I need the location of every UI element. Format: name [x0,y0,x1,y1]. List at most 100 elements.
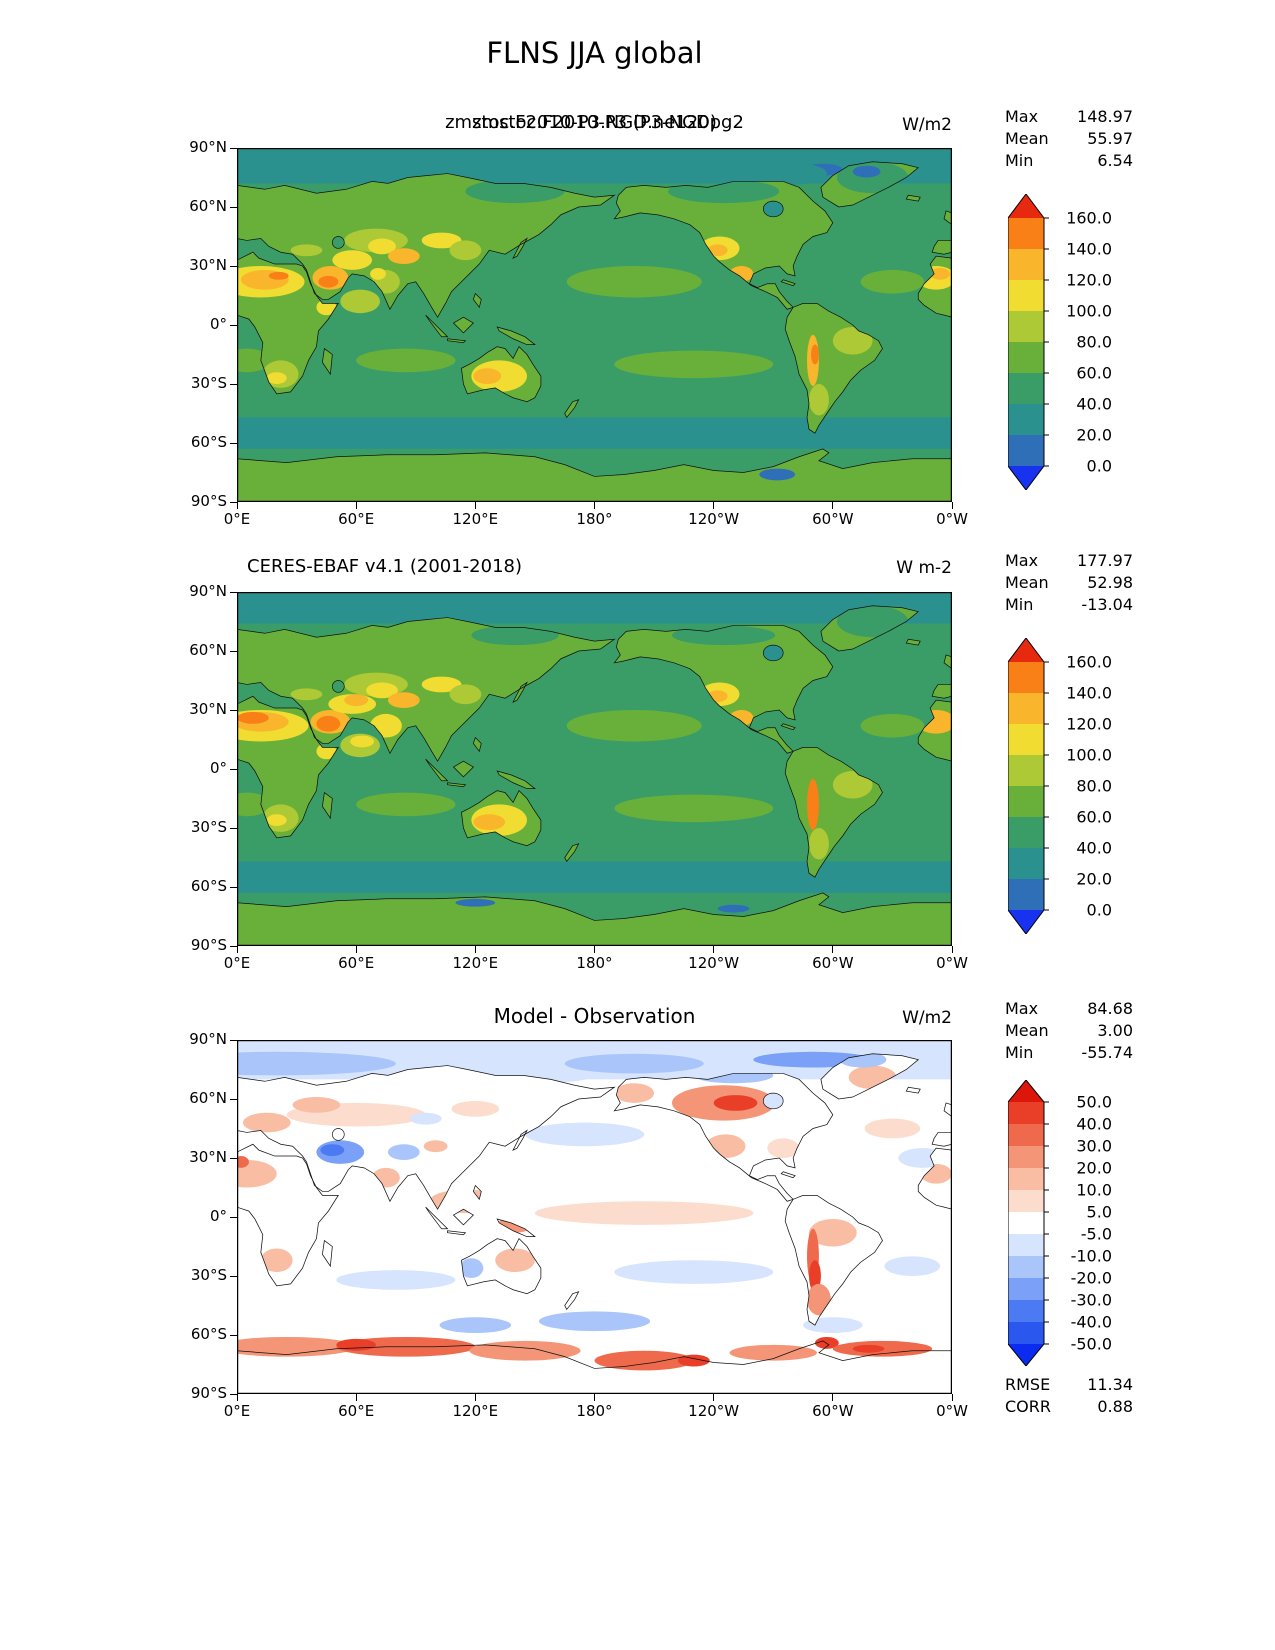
colorbar-tick-label: -40.0 [1071,1313,1112,1332]
contour-blob [469,1340,581,1361]
coastline [613,181,834,310]
contour-blob [809,384,829,416]
coastlines [236,161,953,503]
contour-blob [366,682,398,699]
panel2-stat-min: Min -13.04 [1005,594,1133,616]
landmass [564,843,579,862]
coastline [425,314,449,338]
panel3-lat-label: 90°N [189,1030,227,1048]
panel1-lat-label: 90°N [189,138,227,156]
contour-blob [852,1344,885,1353]
colorbar-band [1008,1190,1044,1213]
colorbar-band [1008,1124,1044,1147]
panel1-lat-tick [230,265,237,267]
map-svg-diff [157,1039,953,1395]
panel1-lon-label: 120°W [688,510,740,528]
contour-blob [810,344,819,365]
panel3-lon-tick [713,1394,715,1401]
colorbar-band [1008,879,1044,911]
panel2-lon-label: 180° [576,954,613,972]
panel1-lat-tick [230,147,237,149]
panel3-lat-tick [230,1157,237,1159]
coastline [512,237,528,259]
coastline [820,605,920,652]
contour-blob [318,275,339,288]
contour-blob [473,368,502,384]
contour-blob [266,372,287,384]
panel2-lat-tick [230,886,237,888]
panel3-stat-corr: CORR 0.88 [1005,1396,1133,1418]
coastline [564,399,580,419]
contour-blob [594,1350,694,1371]
contour-blob [832,326,873,355]
colorbar-tick-label: 40.0 [1076,1115,1112,1134]
contour-blob [832,770,873,799]
contour-blob [677,1354,710,1367]
landmass [932,1132,952,1147]
panel3-lon-label: 0°E [223,1402,251,1420]
stat-value: -55.74 [1081,1043,1133,1062]
stat-label: Mean [1005,1021,1049,1040]
map-border [236,591,953,947]
lake [331,680,345,693]
coastline [452,316,474,334]
coastline [236,1143,339,1287]
panel1-stat-min: Min 6.54 [1005,150,1133,172]
panel3-lat-label: 90°S [190,1384,227,1402]
coastline [322,347,333,376]
stat-label: RMSE [1005,1375,1051,1394]
coastline [236,251,339,395]
stat-value: 84.68 [1087,999,1133,1018]
lat-band [237,592,952,624]
panel1-lon-label: 120°E [452,510,499,528]
contour-blob [356,792,456,817]
coastline [512,681,528,703]
stat-value: 0.88 [1097,1397,1133,1416]
stat-label: Max [1005,551,1039,570]
landmass [932,240,952,255]
panel3-lat-label: 30°S [190,1266,227,1284]
panel3-lat-tick [230,1039,237,1041]
coastline [784,1194,883,1326]
contour-blob [409,1112,442,1125]
contour-blob [884,1256,941,1276]
panel1-lat-tick [230,442,237,444]
coastline [452,760,474,778]
contour-blob [814,1336,839,1349]
stat-value: 52.98 [1087,573,1133,592]
colorbar-under-arrow [1008,910,1044,934]
colorbar-tick-label: 20.0 [1076,426,1112,445]
colorbar-band [1008,249,1044,281]
colorbar-band [1008,1322,1044,1345]
colorbar-tick-label: 160.0 [1066,653,1112,672]
colorbar-tick-label: 60.0 [1076,808,1112,827]
panel3-lat-tick [230,1334,237,1336]
coastline [236,448,953,503]
coastline [820,1053,920,1100]
colorbar-tick-label: -10.0 [1071,1247,1112,1266]
panel2-colorbar-svg: 160.0 140.0 120.0 100.0 80.0 60.0 40.0 20.0 0.0 [1007,637,1112,935]
lake [762,200,784,218]
contour-blob [864,1118,921,1139]
panel3-lat-tick [230,1393,237,1395]
contour-blob [836,605,909,638]
colorbar-band [1008,1212,1044,1235]
colorbar-tick-label: 5.0 [1087,1203,1112,1222]
landmass [473,293,482,308]
coastline [236,1340,953,1395]
contour-blob [237,1156,249,1168]
coastline [905,638,921,646]
panel2-colorbar: 160.0 140.0 120.0 100.0 80.0 60.0 40.0 20.0 0.0 [1007,637,1120,938]
panel3-extra-stats: RMSE 11.34 CORR 0.88 [1005,1374,1133,1418]
contour-blob [471,625,559,646]
coastline [461,1238,542,1295]
figure-title: FLNS JJA global [486,36,703,70]
contour-blob [807,778,819,830]
contour-blob [534,1201,754,1225]
ocean-features [223,161,925,467]
lat-band [237,861,952,893]
panel3-colorbar-svg: 50.0 40.0 30.0 20.0 10.0 5.0 -5.0 -10.0 -20.0 -30… [1007,1079,1112,1367]
panel3-lat-tick [230,1275,237,1277]
stat-value: -13.04 [1081,595,1133,614]
